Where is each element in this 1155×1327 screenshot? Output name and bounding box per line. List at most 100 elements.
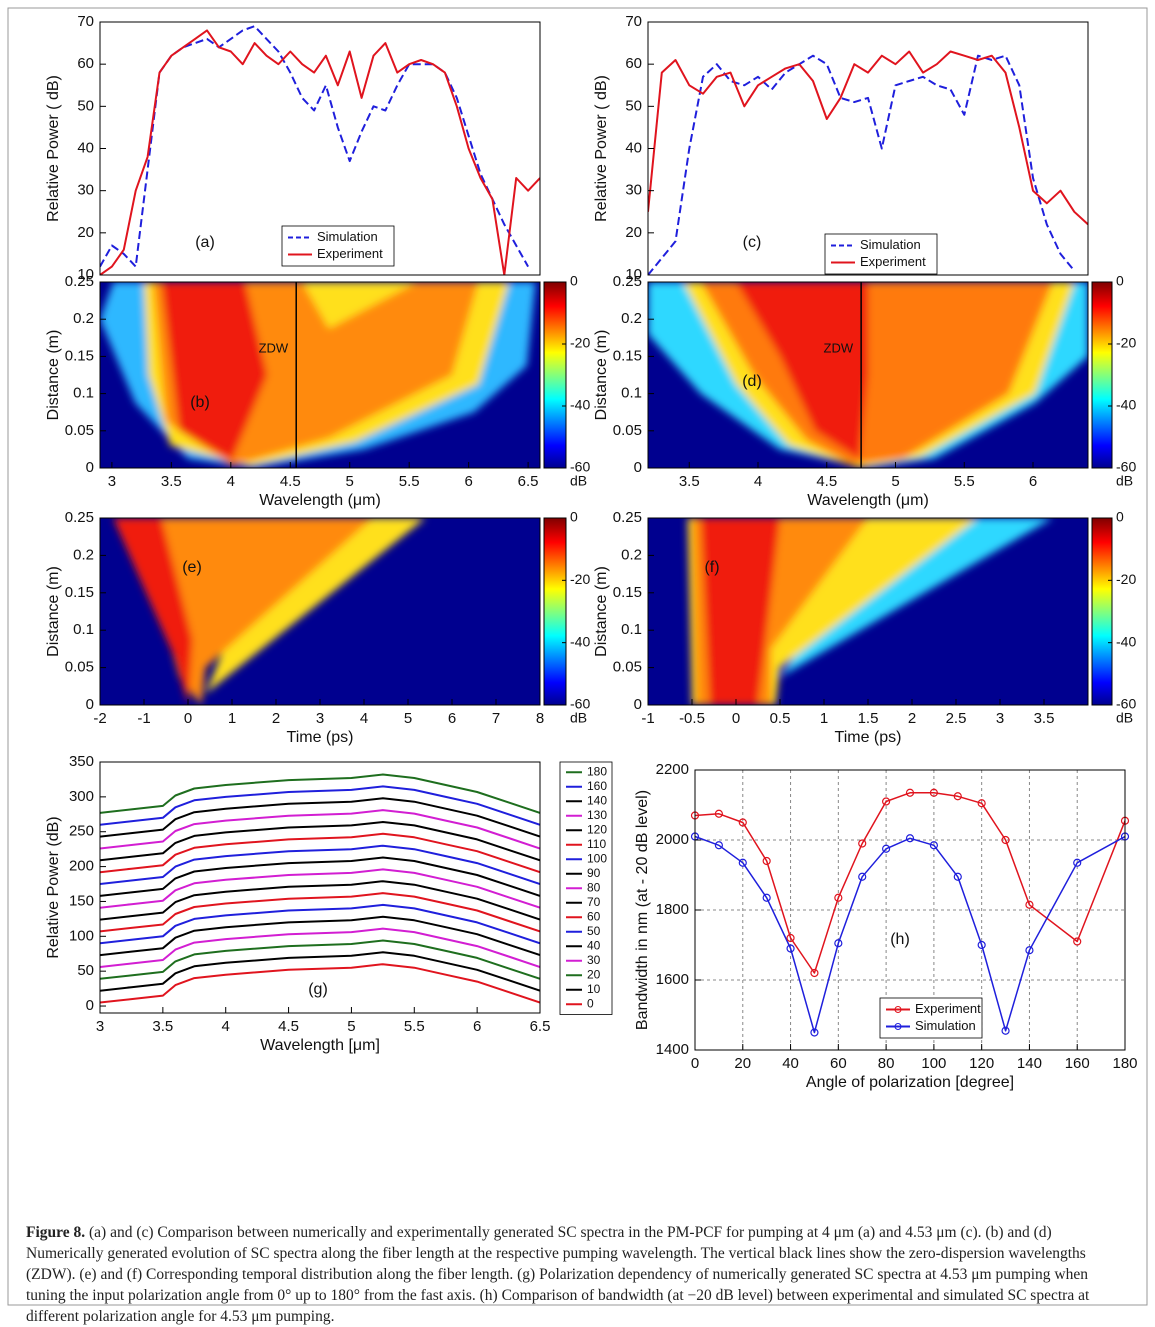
y-tick-label: 70 [77, 13, 94, 30]
series-marker [905, 788, 915, 797]
colorbar [543, 281, 567, 469]
series-marker [786, 944, 795, 953]
y-tick-label: 60 [77, 55, 94, 72]
y-tick-label: 0 [86, 997, 94, 1014]
legend-label: 100 [587, 851, 607, 865]
x-tick-label: 2 [272, 710, 280, 727]
y-tick-label: 0 [86, 696, 94, 713]
y-tick-label: 2200 [656, 761, 689, 778]
zdw-label: ZDW [824, 340, 854, 355]
legend-box [824, 233, 938, 275]
heatmap-region [780, 518, 1053, 677]
x-tick-label: 0 [732, 710, 740, 727]
legend-label: 120 [587, 822, 607, 836]
colorbar-tick-label: -60 [1116, 696, 1136, 712]
series-marker [810, 1028, 819, 1037]
y-tick-label: 0.2 [73, 310, 94, 327]
x-tick-label: 3.5 [152, 1018, 173, 1035]
y-tick-label: 30 [625, 182, 642, 199]
x-tick-label: 5 [347, 1018, 355, 1035]
x-tick-label: 6 [473, 1018, 481, 1035]
heatmap-field [113, 518, 426, 705]
y-tick-label: 1800 [656, 901, 689, 918]
series-marker [929, 788, 938, 797]
x-tick-label: 3.5 [161, 473, 182, 490]
x-axis-label: Time (ps) [287, 729, 354, 746]
heatmap-region [736, 282, 868, 459]
x-tick-label: 6.5 [518, 473, 539, 490]
x-tick-label: 8 [536, 710, 544, 727]
panel-label: (b) [190, 394, 210, 411]
axes-frame [647, 281, 1089, 469]
series-line [695, 835, 1125, 1034]
legend-box [281, 225, 395, 267]
x-tick-label: 4.5 [280, 473, 301, 490]
x-tick-label: 4 [360, 710, 368, 727]
series-line [100, 880, 540, 921]
colorbar-tick-label: -60 [570, 696, 590, 712]
plot-lines [100, 773, 540, 1004]
x-axis-label: Wavelength (μm) [259, 492, 381, 509]
legend-marker [894, 1006, 902, 1013]
y-tick-label: 0.05 [65, 422, 94, 439]
x-axis-label: Angle of polarization [degree] [806, 1074, 1014, 1091]
series-line [100, 821, 540, 862]
x-tick-label: 4.5 [816, 473, 837, 490]
plot-lines [100, 25, 540, 275]
y-tick-label: 100 [69, 927, 94, 944]
x-tick-label: 2 [908, 710, 916, 727]
legend-label: 50 [587, 924, 601, 938]
y-tick-label: 0.15 [65, 584, 94, 601]
x-tick-label: 4.5 [278, 1018, 299, 1035]
caption-label: Figure 8. [26, 1224, 86, 1241]
legend-box [879, 997, 983, 1039]
series-marker [977, 940, 986, 950]
series-line [100, 856, 540, 897]
series-marker [882, 797, 891, 806]
series-marker [762, 893, 771, 902]
series-marker [714, 841, 723, 850]
heatmap-region [113, 518, 193, 705]
colorbar-unit: dB [1116, 710, 1133, 726]
x-tick-label: 5.5 [399, 473, 420, 490]
x-tick-label: 120 [969, 1055, 994, 1072]
y-tick-label: 0.25 [65, 509, 94, 526]
x-tick-label: 80 [878, 1055, 895, 1072]
x-tick-label: 4 [227, 473, 235, 490]
series-line [100, 951, 540, 992]
panel-label: (h) [890, 931, 910, 948]
y-tick-label: 50 [625, 97, 642, 114]
series-marker [1025, 900, 1034, 909]
legend-label: Experiment [915, 1001, 981, 1016]
y-tick-label: 0 [634, 696, 642, 713]
colorbar-tick-label: -40 [1116, 633, 1136, 649]
series-line [100, 773, 540, 814]
series-marker [738, 858, 747, 867]
panel-label: (d) [742, 373, 762, 390]
x-tick-label: 60 [830, 1055, 847, 1072]
y-axis-label: Relative Power ( dB) [593, 75, 610, 222]
y-axis-label: Bandwidth in nm (at - 20 dB level) [634, 790, 651, 1030]
x-tick-label: 3 [316, 710, 324, 727]
series-marker [858, 872, 867, 881]
x-tick-label: 3.5 [1034, 710, 1055, 727]
legend-label: 90 [587, 866, 601, 880]
x-tick-label: 6 [1029, 473, 1037, 490]
series-line [100, 809, 540, 850]
x-tick-label: 3.5 [679, 473, 700, 490]
y-tick-label: 150 [69, 892, 94, 909]
colorbar-tick-label: -40 [570, 633, 590, 649]
y-tick-label: 0.05 [65, 659, 94, 676]
caption-text: (a) and (c) Comparison between numerical… [26, 1224, 1090, 1325]
y-tick-label: 0.2 [73, 546, 94, 563]
y-tick-label: 0.25 [613, 273, 642, 290]
x-tick-label: 0 [691, 1055, 699, 1072]
legend-label: 40 [587, 938, 601, 952]
x-axis-label: Wavelength [μm] [260, 1037, 380, 1054]
x-tick-label: 1 [228, 710, 236, 727]
series-line [695, 792, 1125, 974]
series-line [100, 25, 529, 268]
x-tick-label: -2 [93, 710, 106, 727]
legend-label: Simulation [317, 229, 378, 244]
